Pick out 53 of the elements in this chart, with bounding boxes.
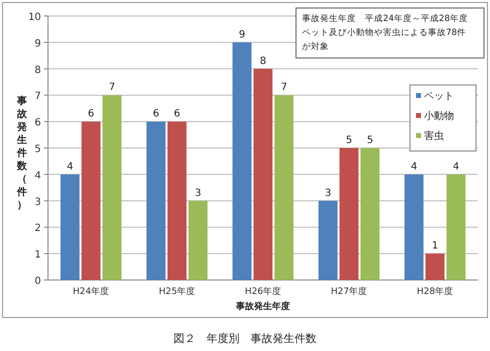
data-label: 5 [346, 135, 352, 146]
y-tick-label: 8 [34, 64, 41, 76]
data-label: 6 [88, 108, 94, 120]
bar [340, 148, 358, 280]
data-label: 4 [410, 161, 418, 172]
x-tick-label: H26年度 [244, 286, 282, 297]
bar [102, 95, 122, 280]
bar [188, 200, 208, 280]
data-label: 1 [432, 240, 438, 252]
data-label: 5 [366, 135, 374, 146]
y-tick-label: 0 [34, 276, 41, 287]
y-tick-label: 9 [34, 38, 41, 50]
y-tick-label: 4 [34, 170, 41, 182]
data-label: 3 [324, 188, 332, 199]
data-label: 4 [66, 161, 74, 172]
bar [60, 174, 80, 280]
x-tick-label: H25年度 [158, 286, 196, 297]
bar [446, 174, 466, 280]
data-label: 3 [194, 188, 202, 199]
y-tick-label: 5 [34, 144, 41, 155]
bar [360, 148, 380, 280]
data-label: 7 [108, 82, 116, 94]
x-axis-title: 事故発生年度 [235, 301, 290, 312]
bar [404, 174, 424, 280]
data-label: 9 [238, 29, 246, 40]
y-tick-label: 7 [34, 91, 41, 102]
bar [168, 122, 186, 280]
data-label: 8 [260, 56, 266, 67]
bar [254, 68, 272, 280]
data-label: 6 [152, 108, 160, 120]
x-tick-label: H24年度 [72, 286, 110, 297]
y-tick-label: 6 [34, 118, 41, 129]
data-label: 6 [174, 108, 180, 120]
x-tick-label: H27年度 [330, 286, 368, 297]
data-label: 4 [452, 161, 460, 172]
legend-label: ペット [424, 91, 454, 102]
bar [232, 42, 252, 280]
bar [318, 200, 338, 280]
caption: 図２ 年度別 事故発生件数 [174, 332, 316, 345]
annotation: 事故発生年度 平成24年度～平成28年度ペット及び小動物や害虫による事故78件が対象 [302, 13, 468, 52]
bar [146, 122, 166, 280]
legend-label: 害虫 [424, 130, 444, 142]
bar [274, 95, 294, 280]
y-tick-label: 2 [34, 223, 41, 234]
y-tick-label: 1 [34, 250, 41, 261]
bar [82, 122, 100, 280]
legend-label: 小動物 [424, 110, 454, 122]
y-tick-label: 10 [28, 12, 41, 23]
x-tick-label: H28年度 [416, 286, 454, 297]
data-label: 7 [280, 82, 288, 94]
y-tick-label: 3 [34, 196, 41, 208]
bar [426, 254, 444, 280]
text: 事故発生件数（件） [17, 96, 27, 211]
